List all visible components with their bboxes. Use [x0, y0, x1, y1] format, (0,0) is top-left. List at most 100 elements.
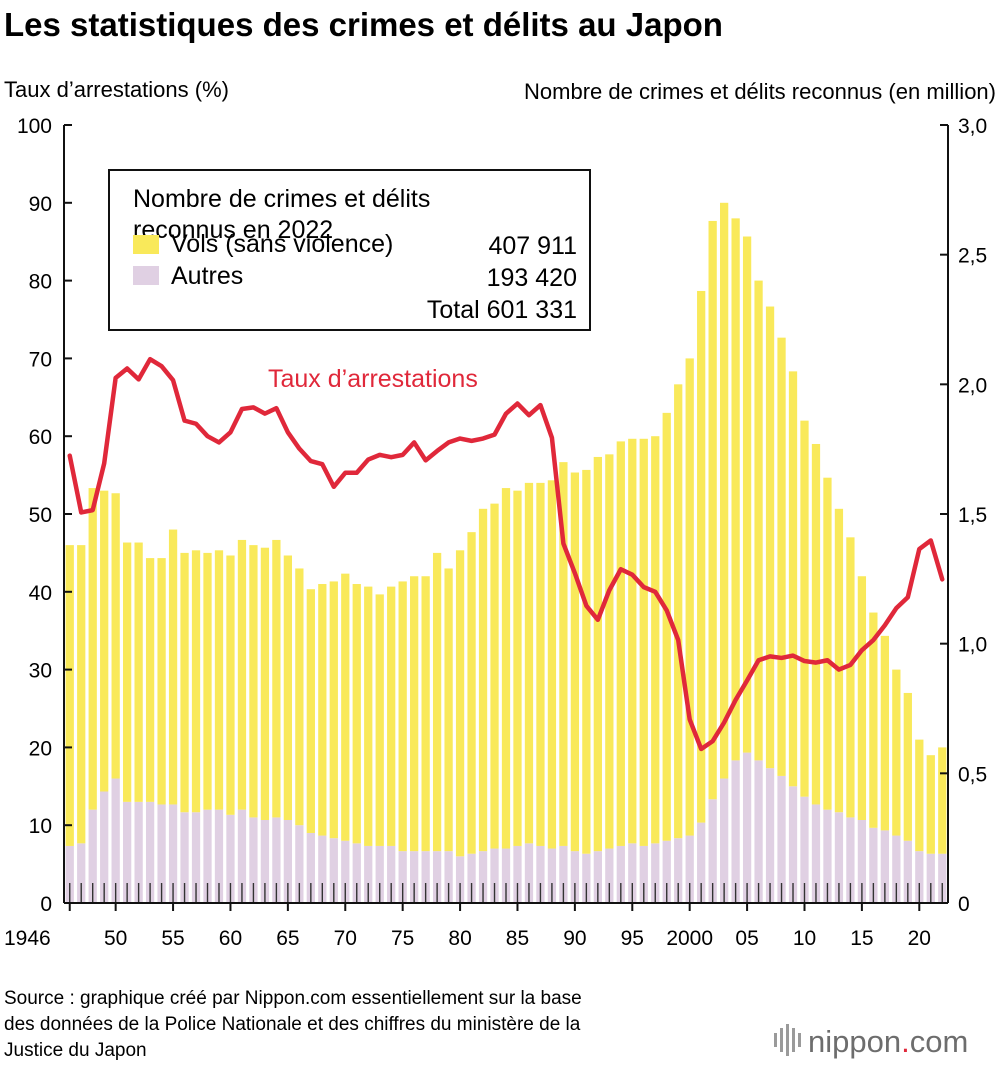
- brand-mark-icon: [774, 1024, 801, 1056]
- x-tick-label: 60: [219, 927, 242, 950]
- brand-dot: .: [901, 1024, 910, 1059]
- brand-logo: nippon.com: [774, 1024, 968, 1059]
- bar-vols-1948: [88, 488, 97, 810]
- bar-autres-1981: [467, 853, 476, 903]
- x-tick-label: 20: [908, 927, 931, 950]
- left-tick-label: 70: [29, 348, 52, 371]
- bar-vols-1976: [410, 576, 419, 852]
- bar-autres-1977: [421, 851, 430, 903]
- left-tick-label: 80: [29, 271, 52, 294]
- bar-autres-1966: [295, 825, 304, 903]
- bar-autres-1964: [272, 817, 281, 903]
- bar-autres-1992: [593, 851, 602, 903]
- bar-autres-1985: [513, 845, 522, 903]
- x-tick-label: 55: [161, 927, 184, 950]
- bar-vols-1988: [547, 480, 557, 849]
- bar-autres-1991: [582, 853, 591, 903]
- bar-autres-2022: [938, 853, 947, 903]
- bar-autres-1956: [180, 812, 189, 903]
- bar-vols-1986: [524, 482, 534, 844]
- x-tick-label: 80: [448, 927, 471, 950]
- bar-vols-2000: [685, 358, 694, 836]
- bar-vols-1980: [455, 550, 465, 857]
- bar-autres-1998: [662, 840, 671, 903]
- bar-autres-2021: [926, 853, 935, 903]
- bar-autres-1980: [455, 856, 465, 903]
- bar-autres-2013: [834, 812, 844, 903]
- bar-autres-2007: [765, 768, 775, 903]
- arrest-rate-label: Taux d’arrestations: [268, 365, 478, 393]
- bar-vols-1991: [582, 469, 591, 854]
- bar-vols-1999: [674, 384, 683, 839]
- bar-autres-1993: [605, 848, 614, 903]
- right-tick-label: 3,0: [958, 115, 987, 138]
- brand-name: nippon: [808, 1024, 901, 1059]
- bar-vols-1971: [352, 584, 361, 844]
- bar-vols-2020: [915, 739, 924, 852]
- bar-autres-1967: [306, 832, 315, 903]
- bar-autres-2011: [811, 804, 821, 903]
- right-tick-label: 0,5: [958, 763, 987, 786]
- bar-vols-1966: [295, 568, 304, 826]
- legend-label-vols: Vols (sans violence): [171, 230, 393, 258]
- left-axis-title: Taux d’arrestations (%): [4, 77, 229, 102]
- bar-autres-1975: [398, 851, 407, 903]
- bar-vols-1996: [639, 438, 648, 846]
- left-tick-label: 50: [29, 504, 52, 527]
- x-tick-label: 70: [334, 927, 357, 950]
- bar-vols-1997: [651, 436, 660, 844]
- bar-autres-2004: [731, 760, 740, 903]
- bar-vols-2012: [823, 477, 832, 810]
- bar-autres-1968: [318, 835, 327, 903]
- bar-vols-1995: [628, 438, 637, 844]
- bar-autres-2017: [880, 830, 889, 903]
- bar-autres-2009: [788, 786, 798, 903]
- bar-autres-2008: [777, 775, 786, 903]
- bars-group: [65, 202, 947, 903]
- x-tick-label: 15: [850, 927, 873, 950]
- bar-vols-1969: [329, 581, 338, 839]
- left-tick-label: 60: [29, 426, 52, 449]
- bar-vols-2002: [708, 220, 717, 800]
- bar-vols-1958: [203, 552, 212, 810]
- bar-autres-1999: [674, 838, 683, 903]
- bar-vols-2011: [811, 443, 821, 805]
- bar-vols-1987: [536, 482, 545, 846]
- bar-vols-1953: [145, 558, 155, 802]
- bar-vols-1951: [123, 542, 132, 802]
- bar-vols-1973: [375, 594, 384, 846]
- axes-group: 0 10 20 30 40 50 60 70 80 90 100 0 0,5 1,0 1,5 2,0 2,5 3,…: [4, 115, 987, 950]
- legend-heading-line1: Nombre de crimes et délits: [133, 185, 430, 213]
- bar-vols-1972: [364, 586, 373, 846]
- bar-autres-1969: [329, 838, 338, 903]
- bar-vols-1965: [283, 555, 293, 821]
- bar-autres-1990: [570, 851, 580, 903]
- bar-vols-2001: [697, 290, 706, 823]
- bar-autres-1994: [616, 845, 625, 903]
- bar-autres-2014: [846, 817, 855, 903]
- bar-vols-1962: [249, 545, 258, 818]
- bar-vols-2007: [765, 306, 775, 769]
- bar-autres-2006: [754, 760, 763, 903]
- bar-vols-2015: [857, 576, 867, 821]
- left-tick-label: 30: [29, 660, 52, 683]
- legend-heading-line2: reconnus en 2022: [133, 216, 333, 244]
- bar-vols-1959: [214, 550, 224, 810]
- bar-vols-1968: [318, 584, 327, 836]
- bar-autres-1971: [352, 843, 361, 903]
- bar-autres-1979: [444, 851, 453, 903]
- legend-total: Total 601 331: [427, 296, 577, 324]
- x-tick-label: 1946: [4, 927, 51, 950]
- bar-autres-1982: [478, 851, 488, 903]
- bar-autres-1948: [88, 809, 97, 903]
- bar-vols-1982: [478, 508, 488, 852]
- bar-autres-2020: [915, 851, 924, 903]
- bar-vols-1960: [226, 555, 235, 815]
- x-tick-label: 50: [104, 927, 127, 950]
- bar-vols-2006: [754, 280, 763, 761]
- bar-autres-1987: [536, 845, 545, 903]
- bar-vols-1992: [593, 456, 602, 852]
- bar-vols-2010: [800, 420, 809, 797]
- bar-autres-1954: [157, 804, 166, 903]
